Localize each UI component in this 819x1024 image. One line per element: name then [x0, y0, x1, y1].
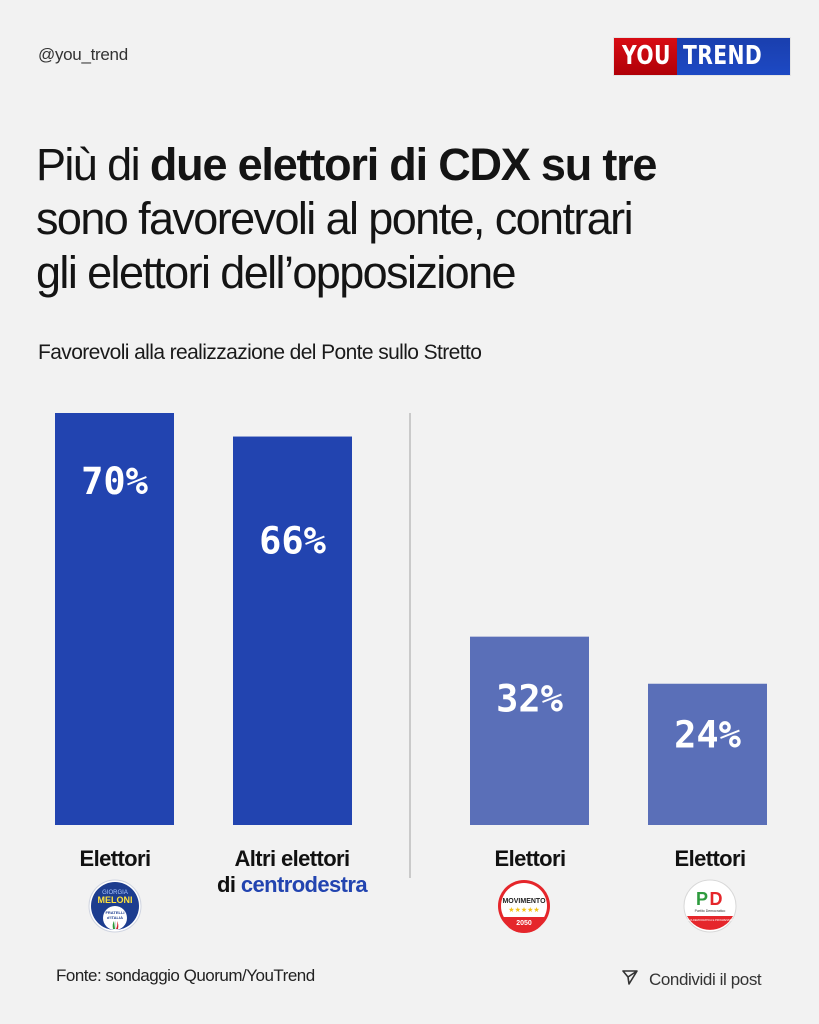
share-post-button[interactable]: Condividi il post — [621, 968, 762, 991]
title-line3: gli elettori dell’opposizione — [36, 247, 517, 298]
svg-text:2050: 2050 — [516, 920, 532, 927]
page-title: Più di due elettori di CDX su tre sono f… — [36, 138, 796, 300]
bar-altri-cdx — [233, 436, 352, 825]
value-label-m5s: 32% — [496, 678, 564, 721]
svg-text:D: D — [710, 889, 723, 909]
value-label-altri-cdx: 66% — [259, 520, 327, 563]
logo-trend: TREND — [676, 38, 790, 75]
title-line2: sono favorevoli al ponte, contrari — [36, 193, 634, 244]
value-label-fdi: 70% — [81, 460, 149, 503]
value-label-pd: 24% — [674, 714, 742, 757]
svg-text:★★★★★: ★★★★★ — [508, 906, 539, 914]
title-bold: due elettori di CDX su tre — [149, 139, 658, 190]
accent-centrodestra: centrodestra — [240, 872, 368, 897]
source-note: Fonte: sondaggio Quorum/YouTrend — [56, 966, 315, 985]
svg-text:P: P — [696, 889, 708, 909]
chart-subtitle: Favorevoli alla realizzazione del Ponte … — [38, 341, 482, 364]
bar-m5s — [470, 636, 589, 825]
svg-text:d'ITALIA: d'ITALIA — [107, 915, 123, 920]
social-handle: @you_trend — [38, 45, 128, 64]
svg-text:FRATELLI: FRATELLI — [105, 910, 124, 915]
send-icon — [621, 968, 639, 991]
svg-text:GIORGIA: GIORGIA — [102, 890, 128, 896]
bar-label-m5s: Elettori — [494, 846, 567, 871]
svg-text:MELONI: MELONI — [98, 895, 133, 905]
partito-democratico-logo: P D Partito Democratico ITALIA DEMOCRATI… — [683, 879, 737, 933]
bar-fdi — [55, 413, 174, 825]
bar-label-pd: Elettori — [674, 846, 747, 871]
bar-label-altri-cdx: Altri elettori di centrodestra — [217, 846, 368, 897]
share-label: Condividi il post — [649, 969, 762, 989]
svg-text:Partito Democratico: Partito Democratico — [695, 909, 726, 913]
bar-label-fdi: Elettori — [79, 846, 152, 871]
svg-text:MOVIMENTO: MOVIMENTO — [502, 898, 546, 905]
movimento-5-stelle-logo: MOVIMENTO ★★★★★ 2050 — [497, 879, 551, 933]
bar-pd — [648, 683, 767, 825]
title-part1: Più di — [36, 139, 150, 190]
svg-text:ITALIA DEMOCRATICA E PROGRESSI: ITALIA DEMOCRATICA E PROGRESSISTA — [685, 918, 736, 922]
fratelli-ditalia-logo: GIORGIA MELONI FRATELLI d'ITALIA — [88, 879, 142, 933]
youtrend-logo: YOU TREND — [614, 38, 790, 75]
